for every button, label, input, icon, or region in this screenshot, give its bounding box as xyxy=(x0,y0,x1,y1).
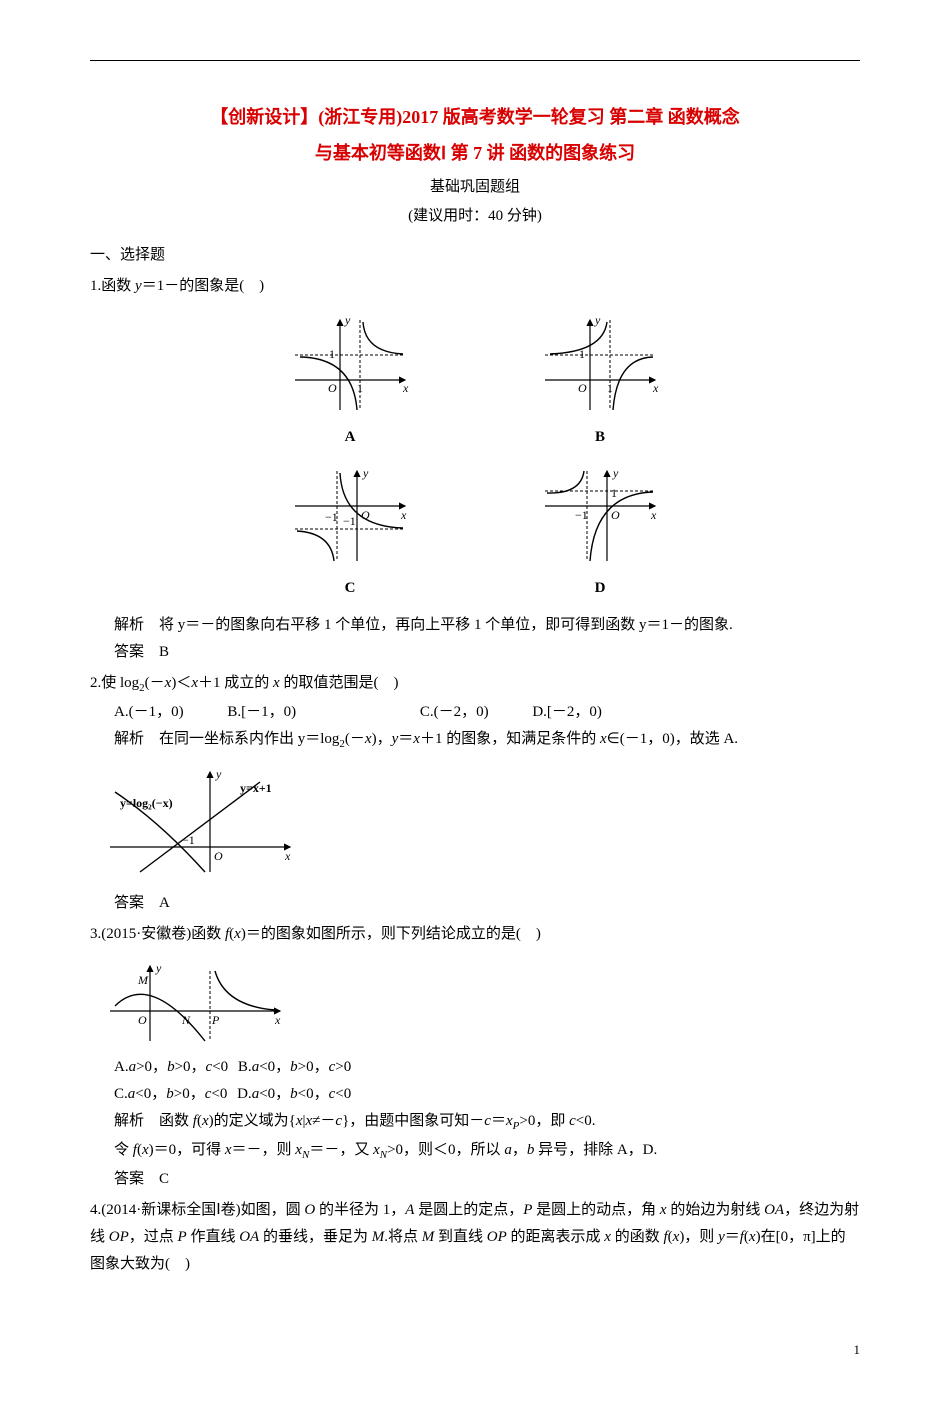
svg-text:O: O xyxy=(328,381,337,395)
q1-fig-b: 1 1 O x y B xyxy=(535,310,665,451)
svg-text:−1: −1 xyxy=(325,510,338,524)
svg-text:y: y xyxy=(594,313,601,327)
svg-text:x: x xyxy=(400,508,407,522)
doc-subtitle: 基础巩固题组 xyxy=(90,174,860,201)
q1-label-d: D xyxy=(595,575,606,602)
svg-text:−1: −1 xyxy=(182,833,195,847)
q1-fig-d: −1 1 O x y D xyxy=(535,461,665,602)
q3-explain-l1: 解析 函数 f(x)的定义域为{x|x≠－c}，由题中图象可知－c＝xP>0，即… xyxy=(90,1108,860,1137)
q1-label-c: C xyxy=(345,575,356,602)
q2-graph: y=log₂(−x) y=x+1 −1 O x y xyxy=(90,762,310,882)
svg-text:1: 1 xyxy=(579,347,585,361)
q1-graph-b: 1 1 O x y xyxy=(535,310,665,420)
svg-text:M: M xyxy=(137,973,149,987)
svg-text:y=log₂(−x): y=log₂(−x) xyxy=(120,796,173,810)
q2-figure: y=log₂(−x) y=x+1 −1 O x y xyxy=(90,762,860,882)
q1-graph-d: −1 1 O x y xyxy=(535,461,665,571)
q2-stem: 2.使 log2(－x)＜x＋1 成立的 x 的取值范围是( ) xyxy=(90,670,860,699)
q1-label-b: B xyxy=(595,424,605,451)
svg-text:y: y xyxy=(155,961,162,975)
q3-options-row1: A.a>0，b>0，c<0 B.a<0，b>0，c>0 xyxy=(90,1054,860,1081)
q3-stem: 3.(2015·安徽卷)函数 f(x)＝的图象如图所示，则下列结论成立的是( ) xyxy=(90,921,860,948)
svg-text:x: x xyxy=(652,381,659,395)
svg-text:1: 1 xyxy=(611,486,617,500)
svg-text:O: O xyxy=(138,1013,147,1027)
q3-graph: M O N P x y xyxy=(90,956,290,1046)
q1-answer: 答案 B xyxy=(90,639,860,666)
svg-text:O: O xyxy=(578,381,587,395)
q2-opt-b: B.[－1，0) xyxy=(227,699,296,726)
svg-text:x: x xyxy=(650,508,657,522)
svg-text:P: P xyxy=(211,1013,220,1027)
svg-text:1: 1 xyxy=(329,347,335,361)
doc-title-line1: 【创新设计】(浙江专用)2017 版高考数学一轮复习 第二章 函数概念 xyxy=(90,101,860,133)
svg-text:y: y xyxy=(215,767,222,781)
q1-explain: 解析 将 y＝－的图象向右平移 1 个单位，再向上平移 1 个单位，即可得到函数… xyxy=(90,612,860,639)
svg-text:−1: −1 xyxy=(575,508,588,522)
question-2: 2.使 log2(－x)＜x＋1 成立的 x 的取值范围是( ) A.(－1，0… xyxy=(90,670,860,918)
question-4: 4.(2014·新课标全国Ⅰ卷)如图，圆 O 的半径为 1，A 是圆上的定点，P… xyxy=(90,1197,860,1278)
q1-label-a: A xyxy=(345,424,356,451)
q4-stem: 4.(2014·新课标全国Ⅰ卷)如图，圆 O 的半径为 1，A 是圆上的定点，P… xyxy=(90,1197,860,1278)
q1-graph-c: −1 −1 O x y xyxy=(285,461,415,571)
top-rule xyxy=(90,60,860,61)
svg-text:O: O xyxy=(214,849,223,863)
q2-opt-d: D.[－2，0) xyxy=(532,699,602,726)
section-1-heading: 一、选择题 xyxy=(90,242,860,269)
q3-opt-d: D.a<0，b<0，c<0 xyxy=(237,1086,351,1102)
page-number: 1 xyxy=(90,1338,860,1361)
svg-text:1: 1 xyxy=(607,381,613,395)
q2-opt-c: C.(－2，0) xyxy=(420,699,489,726)
svg-text:O: O xyxy=(611,508,620,522)
q2-explain: 解析 在同一坐标系内作出 y＝log2(－x)，y＝x＋1 的图象，知满足条件的… xyxy=(90,726,860,755)
q2-answer: 答案 A xyxy=(90,890,860,917)
svg-text:y: y xyxy=(344,313,351,327)
q2-options: A.(－1，0) B.[－1，0) C.(－2，0) D.[－2，0) xyxy=(90,699,860,726)
q3-options-row2: C.a<0，b>0，c<0 D.a<0，b<0，c<0 xyxy=(90,1081,860,1108)
svg-text:x: x xyxy=(274,1013,281,1027)
question-1: 1.函数 y＝1－的图象是( ) 1 1 O x y A xyxy=(90,273,860,666)
svg-text:−1: −1 xyxy=(343,514,356,528)
time-hint: (建议用时：40 分钟) xyxy=(90,203,860,230)
q2-explain-prefix: 解析 在同一坐标系内作出 y＝log xyxy=(114,731,339,747)
q2-opt-a: A.(－1，0) xyxy=(114,699,184,726)
svg-text:x: x xyxy=(284,849,291,863)
svg-text:1: 1 xyxy=(357,381,363,395)
q3-opt-b: B.a<0，b>0，c>0 xyxy=(238,1059,351,1075)
q1-fig-a: 1 1 O x y A xyxy=(285,310,415,451)
svg-text:x: x xyxy=(402,381,409,395)
q1-figures-row1: 1 1 O x y A 1 1 O x y xyxy=(90,310,860,451)
q3-opt-a: A.a>0，b>0，c<0 xyxy=(114,1059,228,1075)
svg-text:O: O xyxy=(361,508,370,522)
q1-figures-row2: −1 −1 O x y C −1 1 O x y xyxy=(90,461,860,602)
svg-text:N: N xyxy=(181,1013,191,1027)
svg-text:y: y xyxy=(362,466,369,480)
q3-explain-l2: 令 f(x)＝0，可得 x＝－，则 xN＝－，又 xN>0，则＜0，所以 a，b… xyxy=(90,1137,860,1166)
q1-stem: 1.函数 y＝1－的图象是( ) xyxy=(90,273,860,300)
q3-answer: 答案 C xyxy=(90,1166,860,1193)
doc-title-line2: 与基本初等函数Ⅰ 第 7 讲 函数的图象练习 xyxy=(90,137,860,169)
q1-fig-c: −1 −1 O x y C xyxy=(285,461,415,602)
question-3: 3.(2015·安徽卷)函数 f(x)＝的图象如图所示，则下列结论成立的是( )… xyxy=(90,921,860,1193)
svg-text:y=x+1: y=x+1 xyxy=(240,781,272,795)
q3-figure: M O N P x y xyxy=(90,956,860,1046)
q1-graph-a: 1 1 O x y xyxy=(285,310,415,420)
q3-opt-c: C.a<0，b>0，c<0 xyxy=(114,1086,227,1102)
svg-text:y: y xyxy=(612,466,619,480)
q2-stem-prefix: 2.使 log xyxy=(90,675,139,691)
